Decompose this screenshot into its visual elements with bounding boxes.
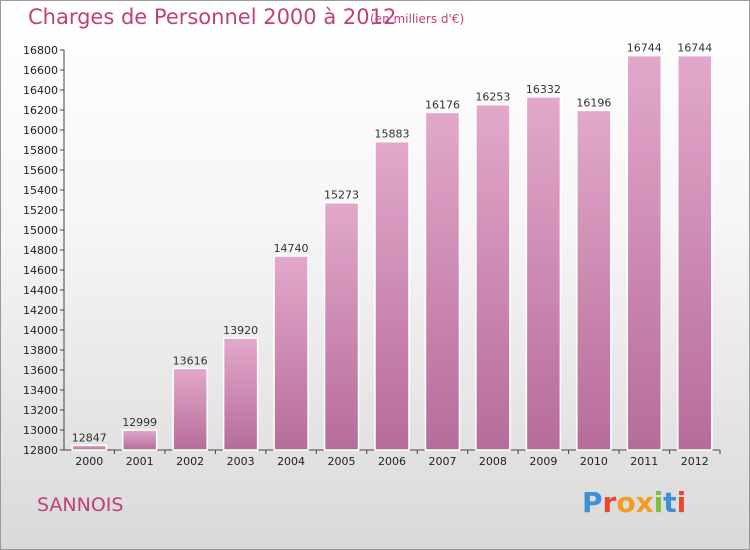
y-tick-label: 15400 (23, 184, 58, 197)
chart-subtitle: (en milliers d'€) (370, 12, 465, 26)
data-label: 16176 (425, 98, 460, 111)
bar-2004 (273, 255, 309, 451)
x-tick-label: 2007 (428, 455, 456, 468)
y-tick-label: 14200 (23, 304, 58, 317)
x-tick-label: 2008 (479, 455, 507, 468)
y-tick-label: 14400 (23, 284, 58, 297)
x-tick-label: 2004 (277, 455, 305, 468)
y-tick-label: 16200 (23, 104, 58, 117)
y-tick-label: 16000 (23, 124, 58, 137)
data-label: 16253 (475, 91, 510, 104)
data-label: 12847 (72, 431, 107, 444)
y-tick-label: 15800 (23, 144, 58, 157)
bar-2010 (576, 109, 612, 451)
y-tick-label: 13200 (23, 404, 58, 417)
x-tick-label: 2003 (227, 455, 255, 468)
y-tick-label: 14800 (23, 244, 58, 257)
x-tick-label: 2012 (681, 455, 709, 468)
bar-2001 (121, 429, 158, 451)
brand-letter: P (582, 486, 603, 519)
y-tick-label: 16600 (23, 64, 58, 77)
bar-2008 (475, 103, 511, 451)
data-label: 16332 (526, 83, 561, 96)
y-tick-label: 16400 (23, 84, 58, 97)
brand-letter: o (616, 486, 636, 519)
bar-2005 (323, 201, 360, 451)
y-tick-label: 16800 (23, 44, 58, 57)
data-label: 16196 (576, 96, 611, 109)
proxiti-logo: Proxiti (582, 486, 686, 519)
data-label: 14740 (274, 242, 309, 255)
y-tick-label: 14600 (23, 264, 58, 277)
bars: 12847 12999 13616 13920 14740 15273 15883 16176… (71, 42, 713, 451)
y-tick-label: 15600 (23, 164, 58, 177)
brand-letter: r (602, 486, 617, 519)
x-tick-label: 2006 (378, 455, 406, 468)
bar-2003 (222, 337, 259, 451)
data-label: 13920 (223, 324, 258, 337)
x-axis: 2000 2001 2002 2003 2004 2005 2006 2007 2008 2009… (64, 449, 721, 468)
brand-letter: t (663, 486, 677, 519)
data-label: 15883 (375, 128, 410, 141)
y-tick-label: 15000 (23, 224, 58, 237)
y-tick-label: 13800 (23, 344, 58, 357)
x-tick-label: 2009 (529, 455, 557, 468)
bar-2007 (424, 111, 461, 451)
data-label: 12999 (122, 416, 157, 429)
bar-2011 (626, 54, 663, 451)
y-tick-label: 12800 (23, 444, 58, 457)
data-label: 16744 (627, 42, 662, 55)
x-tick-label: 2010 (580, 455, 608, 468)
brand-letter: i (653, 486, 664, 519)
y-tick-label: 14000 (23, 324, 58, 337)
data-label: 15273 (324, 189, 359, 202)
city-name: SANNOIS (37, 494, 124, 516)
data-label: 16744 (677, 42, 712, 55)
data-label: 13616 (173, 354, 208, 367)
bar-2000 (71, 444, 107, 451)
brand-letter: x (635, 486, 654, 519)
brand-letter: i (676, 486, 687, 519)
chart-title: Charges de Personnel 2000 à 2012 (28, 5, 397, 29)
y-tick-label: 13400 (23, 384, 58, 397)
bar-2009 (525, 96, 562, 451)
y-axis: 12800 13000 13200 13400 13600 13800 14000 14200… (23, 44, 65, 457)
x-tick-label: 2002 (176, 455, 204, 468)
y-tick-label: 13600 (23, 364, 58, 377)
x-tick-label: 2000 (75, 455, 103, 468)
bar-2012 (677, 54, 713, 451)
bar-2006 (374, 140, 410, 451)
bar-2002 (172, 367, 208, 451)
y-tick-label: 13000 (23, 424, 58, 437)
x-tick-label: 2011 (630, 455, 658, 468)
x-tick-label: 2001 (126, 455, 154, 468)
x-tick-label: 2005 (328, 455, 356, 468)
y-tick-label: 15200 (23, 204, 58, 217)
